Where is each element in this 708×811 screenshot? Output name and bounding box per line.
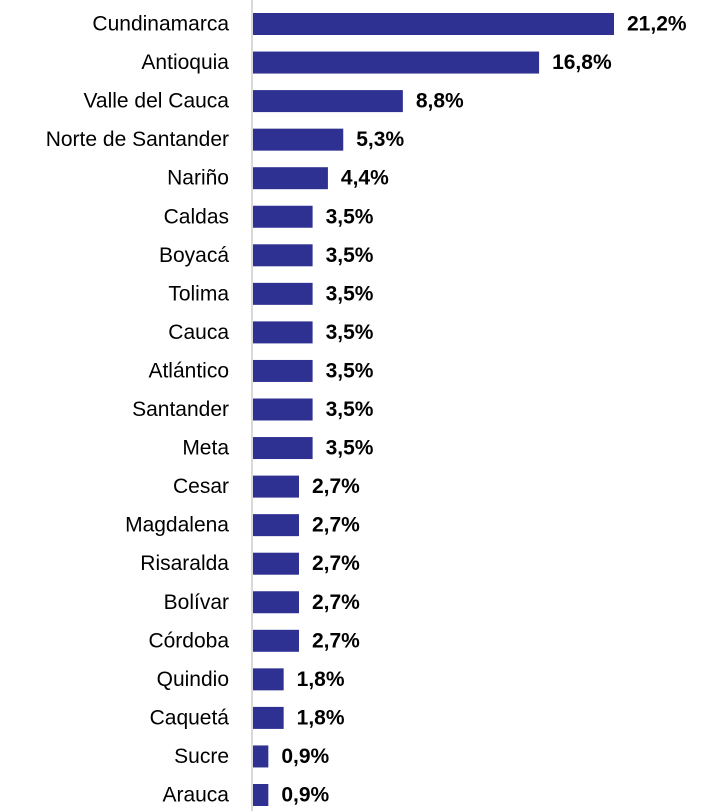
value-label: 5,3% <box>356 128 404 151</box>
value-label: 1,8% <box>297 668 345 691</box>
category-label: Cauca <box>168 321 229 344</box>
bar <box>253 51 540 74</box>
value-label: 3,5% <box>326 398 374 421</box>
bar <box>253 205 313 228</box>
value-label: 1,8% <box>297 706 345 729</box>
category-label: Bolívar <box>164 591 229 614</box>
category-label: Quindio <box>157 668 229 691</box>
bar <box>253 784 269 806</box>
bar <box>253 90 403 113</box>
category-label: Cesar <box>173 475 229 498</box>
value-label: 2,7% <box>312 552 360 575</box>
value-label: 3,5% <box>326 359 374 382</box>
bar <box>253 244 313 267</box>
category-label: Cundinamarca <box>92 13 229 36</box>
value-label: 3,5% <box>326 282 374 305</box>
category-labels: Cundinamarca Antioquia Valle del Cauca Nort… <box>46 13 230 807</box>
bar <box>253 13 614 35</box>
bar <box>253 591 299 614</box>
category-label: Santander <box>132 398 229 421</box>
category-label: Atlántico <box>148 359 229 382</box>
value-label: 2,7% <box>312 591 360 614</box>
value-label: 4,4% <box>341 167 389 190</box>
bar <box>253 475 299 498</box>
bar <box>253 128 344 151</box>
value-label: 2,7% <box>312 514 360 537</box>
value-label: 3,5% <box>326 321 374 344</box>
bar <box>253 398 313 421</box>
category-label: Norte de Santander <box>46 128 229 151</box>
value-label: 0,9% <box>281 745 329 768</box>
bar <box>253 167 328 190</box>
bar <box>253 514 299 537</box>
value-label: 3,5% <box>326 437 374 460</box>
value-label: 0,9% <box>281 784 329 807</box>
bar <box>253 282 313 305</box>
value-label: 2,7% <box>312 629 360 652</box>
bar <box>253 668 284 691</box>
bar <box>253 706 284 729</box>
bar <box>253 629 299 652</box>
value-label: 8,8% <box>416 90 464 113</box>
category-label: Tolima <box>168 282 229 305</box>
category-label: Córdoba <box>148 629 229 652</box>
value-labels: 21,2% 16,8% 8,8% 5,3% 4,4% 3,5% 3,5% 3,5% 3,5% 3,… <box>281 13 687 807</box>
bar <box>253 437 313 460</box>
category-label: Antioquia <box>141 51 229 74</box>
value-label: 3,5% <box>326 205 374 228</box>
bar <box>253 359 313 382</box>
value-label: 21,2% <box>627 13 687 36</box>
category-label: Valle del Cauca <box>83 90 229 113</box>
category-label: Meta <box>182 437 229 460</box>
category-label: Risaralda <box>140 552 229 575</box>
category-label: Caldas <box>164 205 229 228</box>
value-label: 3,5% <box>326 244 374 267</box>
value-label: 16,8% <box>552 51 612 74</box>
category-label: Caquetá <box>150 706 230 729</box>
category-label: Boyacá <box>159 244 229 267</box>
bar <box>253 745 269 768</box>
category-label: Magdalena <box>125 514 229 537</box>
bar <box>253 552 299 575</box>
category-label: Nariño <box>167 167 229 190</box>
category-label: Sucre <box>174 745 229 768</box>
bar <box>253 321 313 344</box>
value-label: 2,7% <box>312 475 360 498</box>
bars <box>253 13 614 806</box>
category-label: Arauca <box>162 784 229 807</box>
